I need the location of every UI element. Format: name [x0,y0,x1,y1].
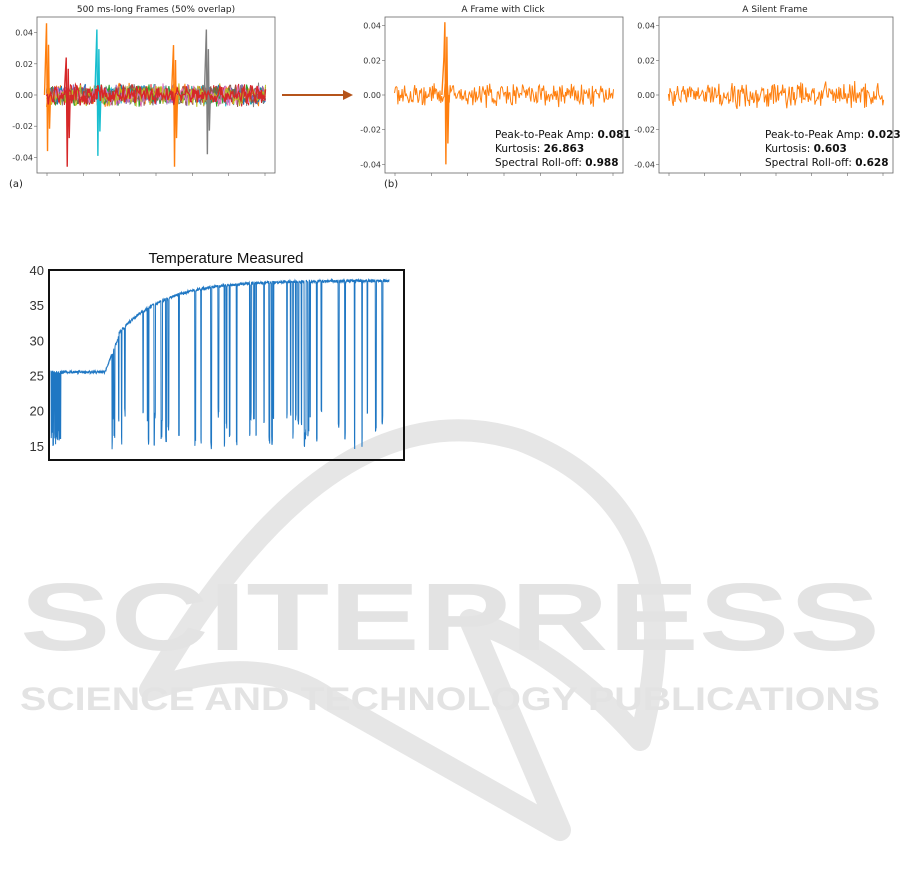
temperature-y-tick: 15 [30,439,44,454]
temperature-line [50,277,390,450]
silent-frame-line [667,80,885,110]
click-frame-line [394,83,614,108]
silent-stat-2: Kurtosis: 0.603 [765,143,847,155]
silent-stat-1: Peak-to-Peak Amp: 0.023 [765,129,901,141]
silent-stat-2-value: 0.603 [814,143,847,155]
panel-click: A Frame with Click 0.04 0.02 0.00 -0.02 -0.0… [360,5,630,190]
click-stat-2-value: 26.863 [544,143,585,155]
y-tick-label: 0.04 [15,29,33,38]
click-spike [441,22,450,165]
temperature-y-tick: 30 [30,333,44,348]
temperature-y-tick: 20 [30,404,44,419]
y-tick-label: 0.04 [637,22,655,31]
temperature-yticks: 40 35 30 25 20 15 [30,263,44,454]
panel-click-title: A Frame with Click [461,5,545,15]
y-tick-label: -0.02 [634,126,655,135]
y-tick-label: -0.02 [12,122,33,131]
silent-stat-3: Spectral Roll-off: 0.628 [765,157,889,169]
click-stat-3-value: 0.988 [585,157,618,169]
click-stat-1-value: 0.081 [597,129,630,141]
silent-stat-1-value: 0.023 [867,129,900,141]
click-stat-2-label: Kurtosis: [495,143,544,155]
temperature-y-tick: 40 [30,263,44,278]
temperature-y-tick: 35 [30,298,44,313]
y-tick-label: 0.02 [15,60,33,69]
silent-stat-2-label: Kurtosis: [765,143,814,155]
silent-stat-1-label: Peak-to-Peak Amp: [765,129,867,141]
panel-label-b: (b) [384,179,398,190]
panel-temperature: Temperature Measured 40 35 30 25 20 15 [30,250,405,461]
panel-click-series [394,22,614,165]
y-tick-label: -0.04 [12,153,33,162]
click-spike-4 [203,29,212,155]
click-spike-1 [63,57,71,167]
click-stat-1: Peak-to-Peak Amp: 0.081 [495,129,631,141]
click-spike-2 [94,29,102,156]
watermark: SCITEPRESS SCIENCE AND TECHNOLOGY PUBLIC… [20,419,880,841]
panel-frames-yticks: 0.04 0.02 0.00 -0.02 -0.04 [12,29,266,176]
panel-frames-title: 500 ms-long Frames (50% overlap) [77,5,235,15]
temperature-frame [48,269,405,461]
temperature-series [50,277,390,450]
panel-silent-yticks: 0.04 0.02 0.00 -0.02 -0.04 [634,22,884,176]
watermark-main: SCITEPRESS [20,564,880,671]
silent-stat-3-label: Spectral Roll-off: [765,157,855,169]
arrow-head [343,90,353,100]
y-tick-label: 0.00 [15,91,33,100]
temperature-title: Temperature Measured [148,250,303,267]
y-tick-label: 0.02 [637,56,655,65]
y-tick-label: 0.00 [363,91,381,100]
panel-click-yticks: 0.04 0.02 0.00 -0.02 -0.04 [360,22,614,176]
panel-silent-series [667,80,885,110]
y-tick-label: -0.04 [360,160,381,169]
temperature-y-tick: 25 [30,369,44,384]
y-tick-label: 0.04 [363,22,381,31]
flow-arrow [282,90,353,100]
y-tick-label: 0.02 [363,56,381,65]
panel-silent-title: A Silent Frame [742,5,808,15]
silent-stat-3-value: 0.628 [855,157,888,169]
panel-label-a: (a) [9,179,23,190]
click-spike-0 [43,23,52,152]
panel-frames-series [43,23,267,167]
click-stat-3: Spectral Roll-off: 0.988 [495,157,619,169]
panel-silent: A Silent Frame 0.04 0.02 0.00 -0.02 -0.04 Pe… [634,5,901,176]
watermark-sub: SCIENCE AND TECHNOLOGY PUBLICATIONS [20,681,880,717]
click-stat-2: Kurtosis: 26.863 [495,143,584,155]
click-stat-1-label: Peak-to-Peak Amp: [495,129,597,141]
y-tick-label: -0.02 [360,126,381,135]
frame-series-red-top [45,84,267,106]
click-spike-3 [170,45,179,167]
y-tick-label: 0.00 [637,91,655,100]
panel-frames: 500 ms-long Frames (50% overlap) 0.040.0… [9,5,276,190]
click-stat-3-label: Spectral Roll-off: [495,157,585,169]
y-tick-label: -0.04 [634,160,655,169]
